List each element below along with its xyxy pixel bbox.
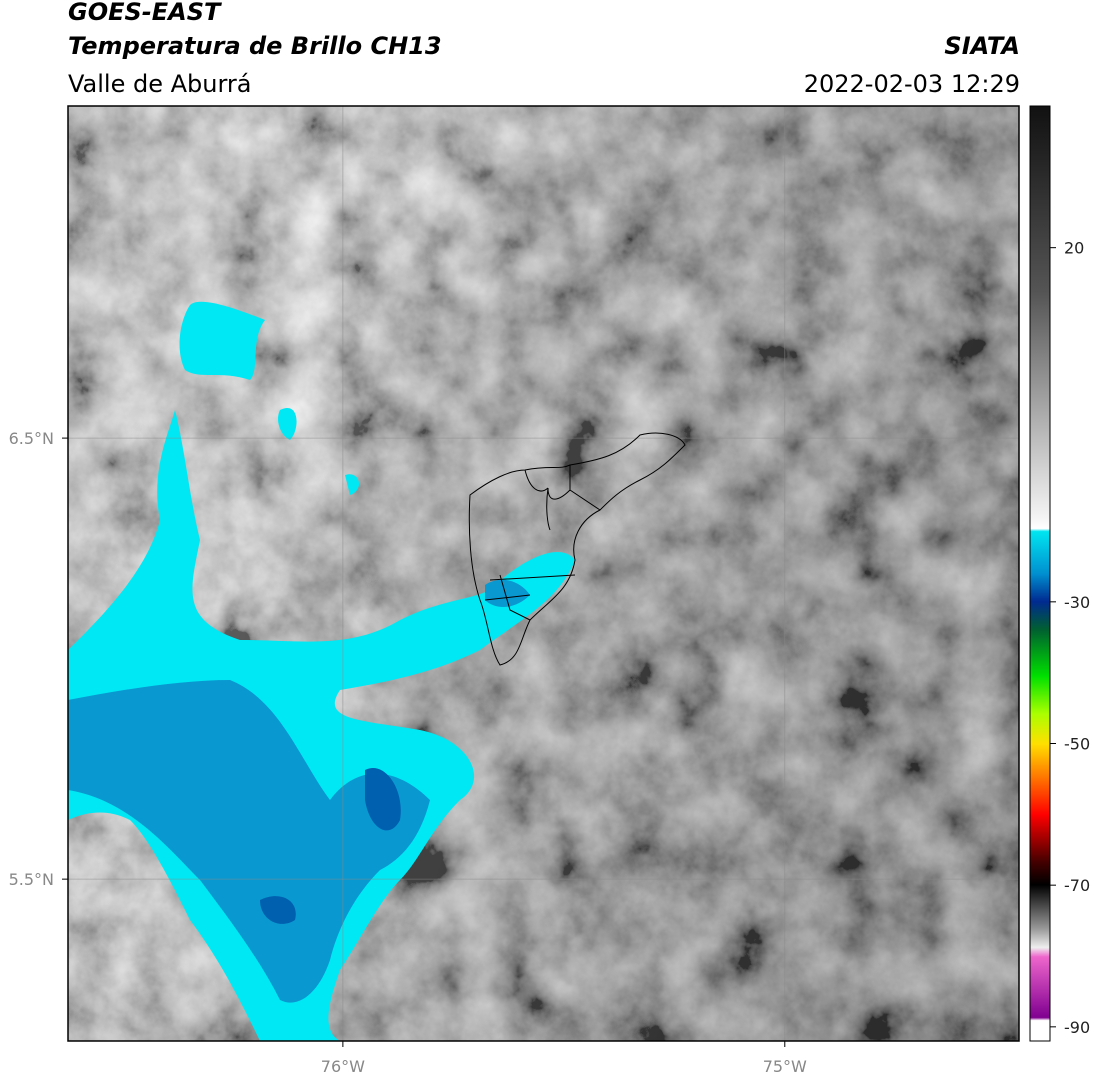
x-tick-label: 75°W — [763, 1057, 807, 1076]
colorbar-tick-label: -50 — [1064, 735, 1090, 754]
colorbar-tick-label: -30 — [1064, 593, 1090, 612]
region: Valle de Aburrá — [68, 70, 252, 98]
source: SIATA — [944, 32, 1020, 60]
colorbar-tick-label: -90 — [1064, 1018, 1090, 1037]
colorbar — [1029, 105, 1051, 1042]
datetime: 2022-02-03 12:29 — [804, 70, 1020, 98]
y-tick-label: 6.5°N — [9, 429, 54, 448]
satellite-image — [68, 106, 1019, 1041]
y-tick-label: 5.5°N — [9, 870, 54, 889]
subtitle: Temperatura de Brillo CH13 — [68, 32, 442, 60]
municipalities — [468, 432, 686, 666]
grid — [68, 106, 1019, 1041]
x-tick-label: 76°W — [321, 1057, 365, 1076]
colorbar-tick-label: 20 — [1064, 239, 1084, 258]
colorbar-tick-label: -70 — [1064, 876, 1090, 895]
header: GOES-EAST Temperatura de Brillo CH13 Val… — [68, 0, 1020, 98]
map-frame — [67, 105, 1020, 1042]
title: GOES-EAST — [68, 0, 222, 26]
